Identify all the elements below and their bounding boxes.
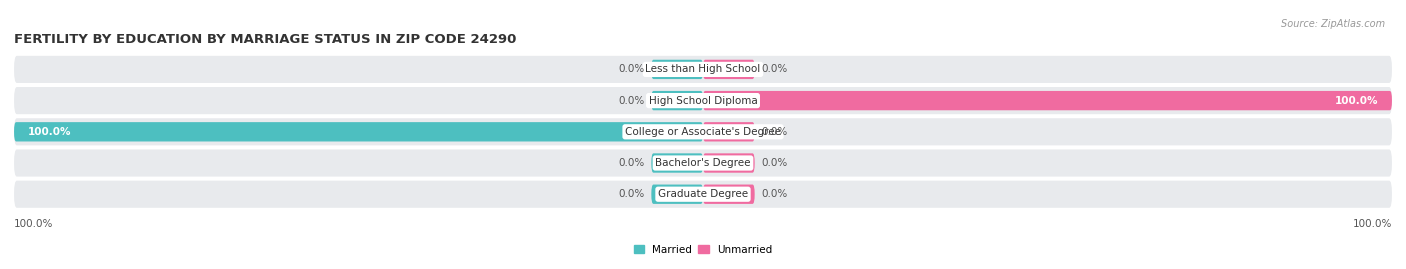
FancyBboxPatch shape xyxy=(703,153,755,173)
Text: Less than High School: Less than High School xyxy=(645,64,761,75)
FancyBboxPatch shape xyxy=(14,56,1392,83)
FancyBboxPatch shape xyxy=(14,118,1392,145)
FancyBboxPatch shape xyxy=(14,87,1392,114)
Text: 100.0%: 100.0% xyxy=(28,127,72,137)
Text: Source: ZipAtlas.com: Source: ZipAtlas.com xyxy=(1281,19,1385,29)
Text: 0.0%: 0.0% xyxy=(619,158,644,168)
FancyBboxPatch shape xyxy=(703,185,755,204)
Text: FERTILITY BY EDUCATION BY MARRIAGE STATUS IN ZIP CODE 24290: FERTILITY BY EDUCATION BY MARRIAGE STATU… xyxy=(14,33,516,46)
FancyBboxPatch shape xyxy=(703,122,755,141)
FancyBboxPatch shape xyxy=(651,185,703,204)
Text: 0.0%: 0.0% xyxy=(619,95,644,106)
FancyBboxPatch shape xyxy=(14,150,1392,176)
FancyBboxPatch shape xyxy=(703,60,755,79)
Legend: Married, Unmarried: Married, Unmarried xyxy=(634,245,772,254)
Text: 0.0%: 0.0% xyxy=(762,158,787,168)
Text: 100.0%: 100.0% xyxy=(1353,219,1392,229)
Text: 100.0%: 100.0% xyxy=(14,219,53,229)
FancyBboxPatch shape xyxy=(651,91,703,110)
Text: 0.0%: 0.0% xyxy=(762,64,787,75)
FancyBboxPatch shape xyxy=(651,153,703,173)
Text: College or Associate's Degree: College or Associate's Degree xyxy=(626,127,780,137)
FancyBboxPatch shape xyxy=(651,60,703,79)
Text: 0.0%: 0.0% xyxy=(619,64,644,75)
Text: 0.0%: 0.0% xyxy=(762,189,787,199)
Text: 0.0%: 0.0% xyxy=(619,189,644,199)
Text: 0.0%: 0.0% xyxy=(762,127,787,137)
FancyBboxPatch shape xyxy=(14,122,703,141)
Text: High School Diploma: High School Diploma xyxy=(648,95,758,106)
Text: Graduate Degree: Graduate Degree xyxy=(658,189,748,199)
FancyBboxPatch shape xyxy=(14,181,1392,208)
Text: Bachelor's Degree: Bachelor's Degree xyxy=(655,158,751,168)
FancyBboxPatch shape xyxy=(703,91,1392,110)
Text: 100.0%: 100.0% xyxy=(1334,95,1378,106)
